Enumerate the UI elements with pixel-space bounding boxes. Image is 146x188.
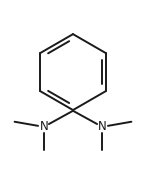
Text: N: N [98,120,107,133]
Text: N: N [39,120,48,133]
